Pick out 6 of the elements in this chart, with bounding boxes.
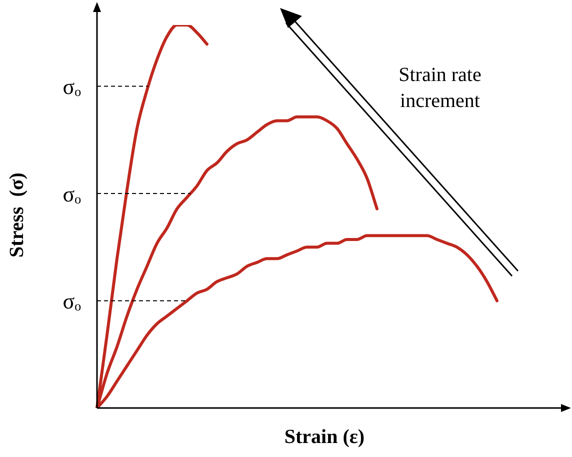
ref-line-label: σₒ — [62, 288, 81, 314]
x-axis-title: Strain (ε) — [284, 426, 365, 448]
ref-line-label: σₒ — [62, 74, 81, 100]
ref-line-label: σₒ — [62, 181, 81, 206]
annotation: Strain rate increment — [398, 63, 482, 114]
y-axis-title: Stress (σ) — [6, 172, 28, 258]
